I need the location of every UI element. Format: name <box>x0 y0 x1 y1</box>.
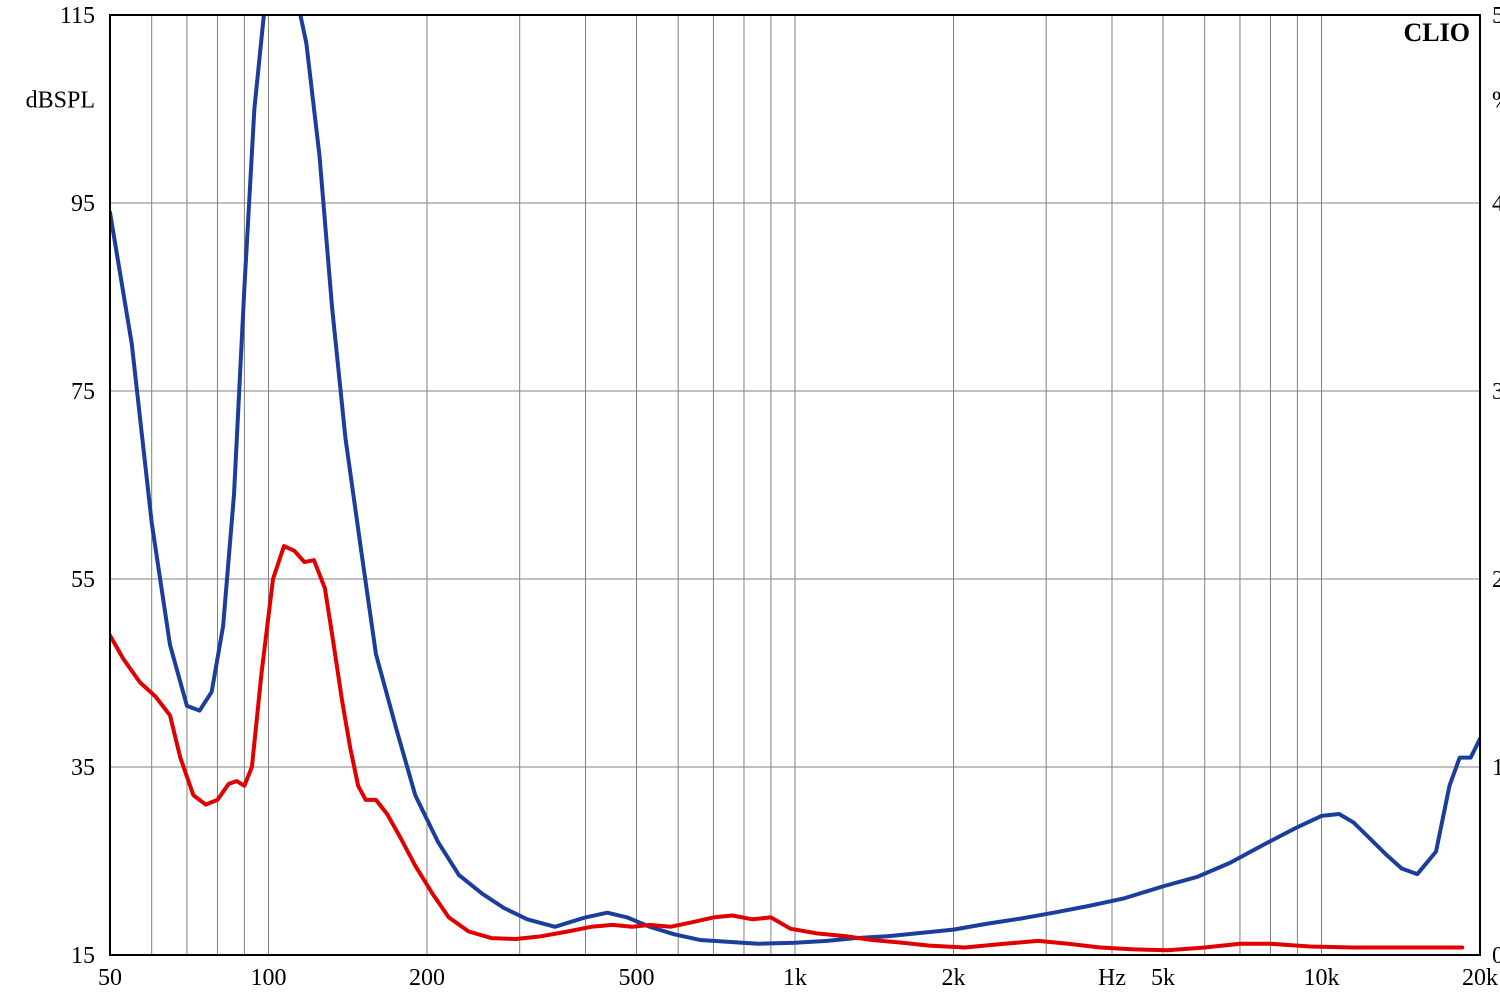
chart-svg: 501002005001k2k5k10k20kHz1535557595115dB… <box>0 0 1500 1007</box>
y-left-unit: dBSPL <box>26 88 95 114</box>
x-tick-label: 500 <box>619 965 655 991</box>
y-right-tick-label: 0 <box>1492 943 1500 969</box>
y-left-tick-label: 55 <box>71 567 95 593</box>
x-tick-label: 50 <box>98 965 122 991</box>
x-tick-label: 5k <box>1151 965 1175 991</box>
y-left-tick-label: 95 <box>71 191 95 217</box>
y-left-tick-label: 115 <box>60 3 95 29</box>
y-right-tick-label: 5 <box>1492 3 1500 29</box>
x-axis-unit: Hz <box>1098 965 1126 991</box>
brand-label: CLIO <box>1404 18 1470 47</box>
x-tick-label: 100 <box>250 965 286 991</box>
y-right-tick-label: 2 <box>1492 567 1500 593</box>
y-left-tick-label: 15 <box>71 943 95 969</box>
y-right-tick-label: 1 <box>1492 755 1500 781</box>
y-left-tick-label: 35 <box>71 755 95 781</box>
x-tick-label: 200 <box>409 965 445 991</box>
y-right-unit: % <box>1492 88 1500 114</box>
x-tick-label: 2k <box>941 965 965 991</box>
y-right-tick-label: 3 <box>1492 379 1500 405</box>
x-tick-label: 1k <box>783 965 807 991</box>
y-right-tick-label: 4 <box>1492 191 1500 217</box>
y-left-tick-label: 75 <box>71 379 95 405</box>
frequency-response-chart: 501002005001k2k5k10k20kHz1535557595115dB… <box>0 0 1500 1007</box>
x-tick-label: 10k <box>1304 965 1340 991</box>
